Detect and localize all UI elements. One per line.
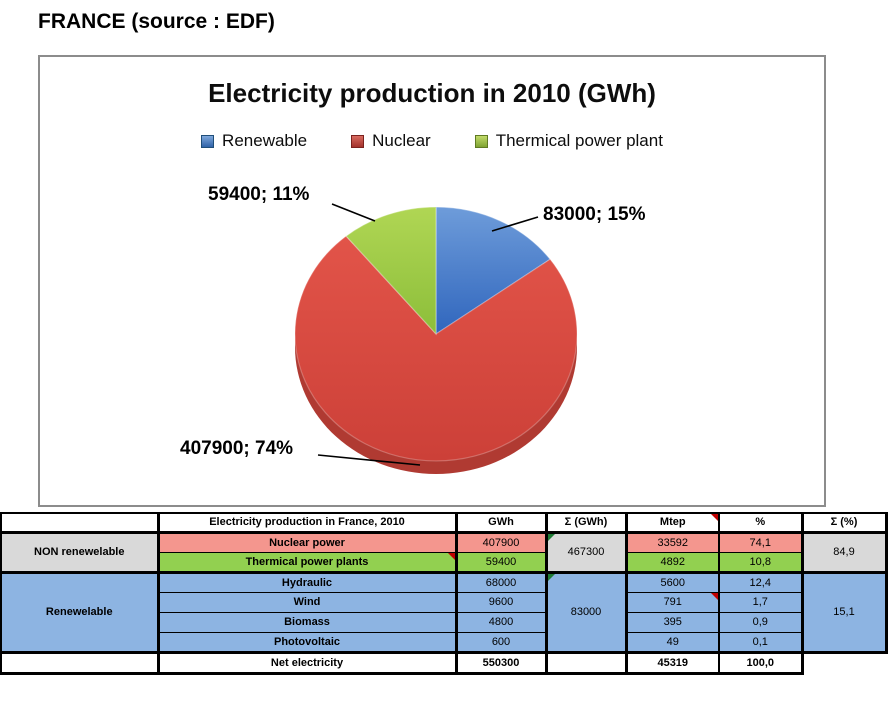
leader-line-thermical bbox=[331, 203, 376, 222]
table-row: NON renewelable Nuclear power 407900 467… bbox=[0, 531, 888, 573]
sum-gwh-value: 83000 bbox=[570, 606, 602, 618]
cell-biomass-pct[interactable]: 0,9 bbox=[718, 611, 804, 633]
cell-thermical-gwh[interactable]: 59400 bbox=[455, 551, 548, 573]
corner-cell-bottom[interactable] bbox=[0, 650, 160, 675]
comment-indicator-icon bbox=[711, 515, 717, 521]
cell-photovoltaic-pct[interactable]: 0,1 bbox=[718, 631, 804, 653]
cell-hydraulic-gwh[interactable]: 68000 bbox=[455, 570, 548, 593]
production-table: Electricity production in France, 2010 G… bbox=[0, 512, 888, 675]
legend-label: Renewable bbox=[222, 131, 308, 150]
corner-cell[interactable] bbox=[0, 512, 160, 534]
cell-hydraulic-mtep[interactable]: 5600 bbox=[625, 570, 720, 593]
cell-wind-mtep[interactable]: 791 bbox=[625, 591, 720, 613]
cell-nuclear-pct[interactable]: 74,1 bbox=[718, 531, 804, 553]
cell-total-sum-gwh-empty[interactable] bbox=[545, 650, 628, 675]
header-mtep[interactable]: Mtep bbox=[625, 512, 720, 534]
cell-nonrenewable-sum-pct[interactable]: 84,9 bbox=[801, 531, 888, 573]
cell-wind-gwh[interactable]: 9600 bbox=[455, 591, 548, 613]
cell-biomass-gwh[interactable]: 4800 bbox=[455, 611, 548, 633]
chart-legend: Renewable Nuclear Thermical power plant bbox=[40, 131, 824, 151]
header-name[interactable]: Electricity production in France, 2010 bbox=[157, 512, 458, 534]
cell-nuclear-mtep[interactable]: 33592 bbox=[625, 531, 720, 553]
header-sum-gwh[interactable]: Σ (GWh) bbox=[545, 512, 628, 534]
cell-photovoltaic-mtep[interactable]: 49 bbox=[625, 631, 720, 653]
thermical-name-label: Thermical power plants bbox=[245, 555, 369, 568]
sum-gwh-value: 467300 bbox=[567, 546, 605, 558]
legend-swatch-nuclear-icon bbox=[351, 134, 365, 148]
header-gwh[interactable]: GWh bbox=[455, 512, 548, 534]
cell-nuclear-name[interactable]: Nuclear power bbox=[157, 531, 458, 553]
table-row: Photovoltaic 600 49 0,1 bbox=[1, 631, 886, 653]
cell-wind-pct[interactable]: 1,7 bbox=[718, 591, 804, 613]
legend-swatch-thermical-icon bbox=[474, 134, 488, 148]
pie-chart bbox=[294, 203, 578, 474]
cell-nuclear-gwh[interactable]: 407900 bbox=[455, 531, 548, 553]
data-label-renewable: 83000; 15% bbox=[543, 204, 646, 225]
header-pct[interactable]: % bbox=[718, 512, 804, 534]
cell-renewable-sum-pct[interactable]: 15,1 bbox=[801, 570, 888, 654]
page-title: FRANCE (source : EDF) bbox=[38, 10, 275, 33]
table-total-row: Net electricity 550300 45319 100,0 bbox=[0, 650, 886, 675]
cell-total-mtep[interactable]: 45319 bbox=[625, 650, 720, 675]
data-label-thermical: 59400; 11% bbox=[208, 184, 310, 205]
legend-item-nuclear[interactable]: Nuclear bbox=[351, 131, 431, 151]
cell-thermical-mtep[interactable]: 4892 bbox=[625, 551, 720, 573]
comment-indicator-icon bbox=[447, 553, 453, 560]
cell-outside-table bbox=[802, 652, 886, 673]
formula-indicator-icon bbox=[547, 575, 555, 581]
formula-indicator-icon bbox=[547, 533, 555, 541]
cell-hydraulic-pct[interactable]: 12,4 bbox=[718, 570, 804, 593]
header-sum-pct[interactable]: Σ (%) bbox=[801, 512, 888, 534]
table-row: Wind 9600 791 1,7 bbox=[1, 591, 886, 613]
cell-biomass-name[interactable]: Biomass bbox=[157, 611, 458, 633]
wind-mtep-value: 791 bbox=[663, 596, 682, 608]
cell-thermical-pct[interactable]: 10,8 bbox=[718, 551, 804, 573]
pie-slice-renewable[interactable] bbox=[435, 206, 551, 336]
legend-swatch-renewable-icon bbox=[201, 134, 215, 148]
legend-label: Thermical power plant bbox=[495, 131, 663, 150]
legend-item-thermical[interactable]: Thermical power plant bbox=[474, 131, 663, 151]
data-label-nuclear: 407900; 74% bbox=[180, 438, 294, 459]
cell-total-name[interactable]: Net electricity bbox=[157, 650, 458, 675]
chart-title: Electricity production in 2010 (GWh) bbox=[208, 78, 656, 108]
legend-item-renewable[interactable]: Renewable bbox=[201, 131, 307, 151]
cell-photovoltaic-name[interactable]: Photovoltaic bbox=[157, 631, 458, 653]
table-header-row: Electricity production in France, 2010 G… bbox=[0, 512, 888, 534]
cell-total-pct[interactable]: 100,0 bbox=[718, 650, 804, 675]
category-non-renewable[interactable]: NON renewelable bbox=[0, 531, 160, 573]
cell-total-gwh[interactable]: 550300 bbox=[455, 650, 548, 675]
cell-renewable-sum-gwh[interactable]: 83000 bbox=[545, 570, 628, 653]
legend-label: Nuclear bbox=[372, 131, 431, 150]
table-row: Renewelable Hydraulic 68000 83000 5600 1… bbox=[0, 570, 888, 654]
category-renewable[interactable]: Renewelable bbox=[0, 570, 160, 653]
header-mtep-label: Mtep bbox=[659, 516, 686, 529]
leader-line-renewable bbox=[491, 216, 539, 232]
cell-biomass-mtep[interactable]: 395 bbox=[625, 611, 720, 633]
cell-thermical-name[interactable]: Thermical power plants bbox=[157, 551, 458, 573]
pie-slice-nuclear[interactable] bbox=[294, 235, 578, 462]
cell-nonrenewable-sum-gwh[interactable]: 467300 bbox=[545, 531, 628, 573]
pie-slice-thermical[interactable] bbox=[345, 206, 437, 336]
leader-line-nuclear bbox=[317, 454, 421, 466]
cell-wind-name[interactable]: Wind bbox=[157, 591, 458, 613]
table-row: Biomass 4800 395 0,9 bbox=[1, 611, 886, 633]
cell-photovoltaic-gwh[interactable]: 600 bbox=[455, 631, 548, 653]
chart-panel: Electricity production in 2010 (GWh) Ren… bbox=[38, 55, 826, 507]
comment-indicator-icon bbox=[711, 593, 717, 600]
cell-hydraulic-name[interactable]: Hydraulic bbox=[157, 570, 458, 593]
